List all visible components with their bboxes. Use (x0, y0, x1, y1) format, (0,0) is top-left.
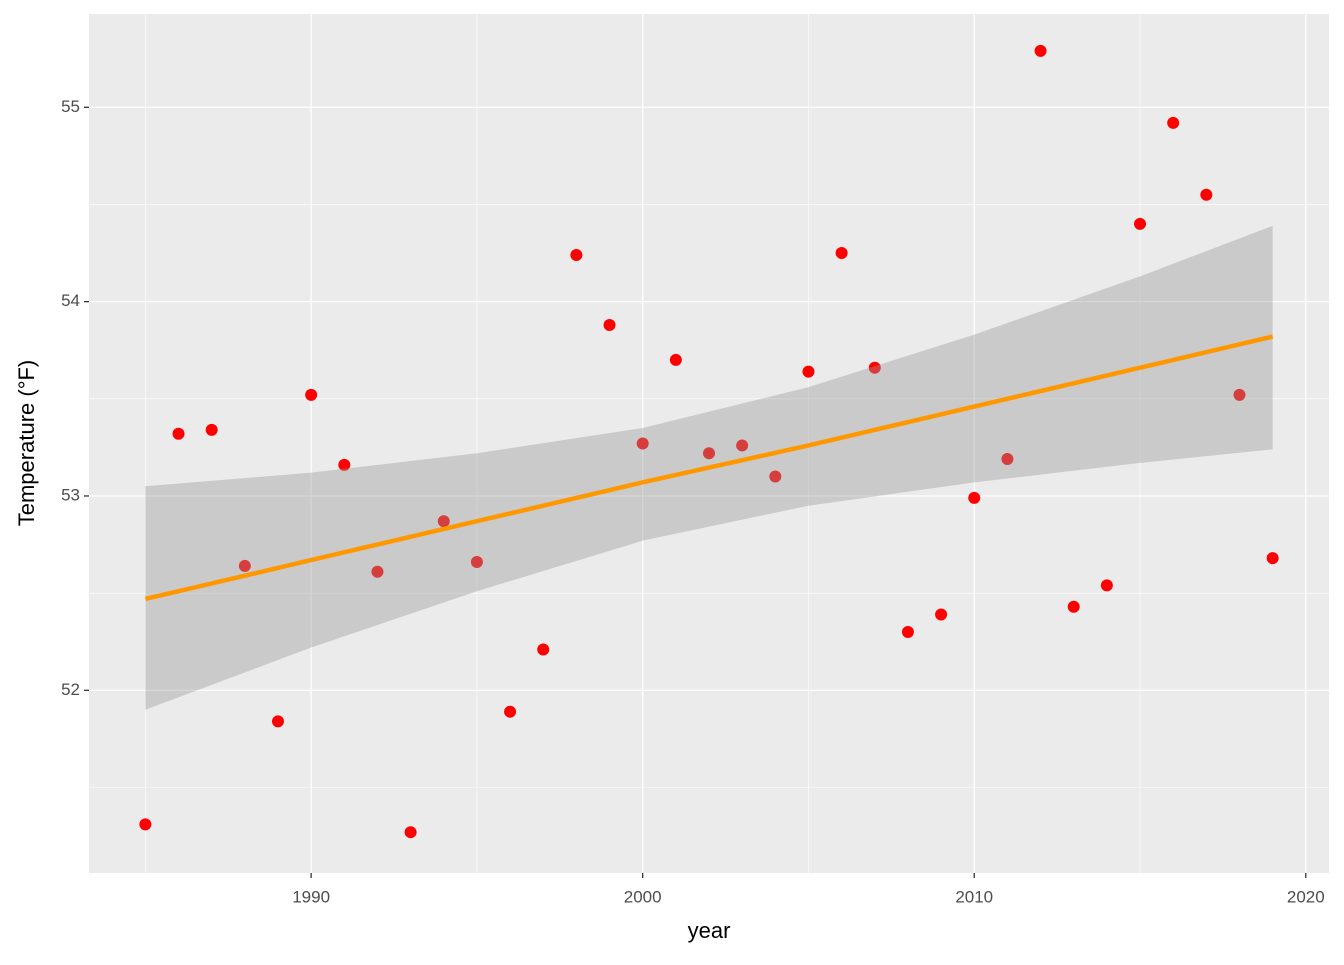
point (1100, 579, 1113, 592)
point (504, 705, 517, 718)
point (636, 437, 649, 450)
y-tick-label: 54 (61, 291, 80, 310)
point (1167, 116, 1180, 129)
y-tick-label: 55 (61, 97, 80, 116)
point (1200, 188, 1213, 201)
point (1233, 388, 1246, 401)
y-axis-title: Temperature (°F) (14, 360, 39, 527)
point (570, 248, 583, 261)
point (802, 365, 815, 378)
point (271, 715, 284, 728)
point (1266, 552, 1279, 565)
x-tick-label: 2020 (1287, 887, 1325, 906)
point (1134, 217, 1147, 230)
point (1034, 44, 1047, 57)
point (172, 427, 185, 440)
point (603, 318, 616, 331)
y-tick-label: 52 (61, 680, 80, 699)
point (404, 826, 417, 839)
y-tick-label: 53 (61, 485, 80, 504)
point (868, 361, 881, 374)
point (470, 556, 483, 569)
point (669, 353, 682, 366)
point (835, 247, 848, 260)
point (305, 388, 318, 401)
point (1067, 600, 1080, 613)
point (139, 818, 152, 831)
trend-line (144, 334, 1274, 602)
point (901, 626, 914, 639)
point (968, 491, 981, 504)
point (338, 458, 351, 471)
point (371, 565, 384, 578)
point (703, 447, 715, 460)
point (769, 470, 782, 483)
point (1001, 453, 1014, 466)
x-tick-label: 2000 (624, 887, 662, 906)
x-axis-title: year (688, 918, 731, 943)
x-tick-label: 1990 (292, 887, 330, 906)
x-tick-label: 2010 (955, 887, 993, 906)
point (205, 423, 218, 436)
point (238, 559, 251, 572)
point (736, 439, 749, 452)
point (537, 643, 550, 656)
panel (89, 14, 1329, 873)
point (437, 515, 450, 528)
point (935, 608, 948, 621)
